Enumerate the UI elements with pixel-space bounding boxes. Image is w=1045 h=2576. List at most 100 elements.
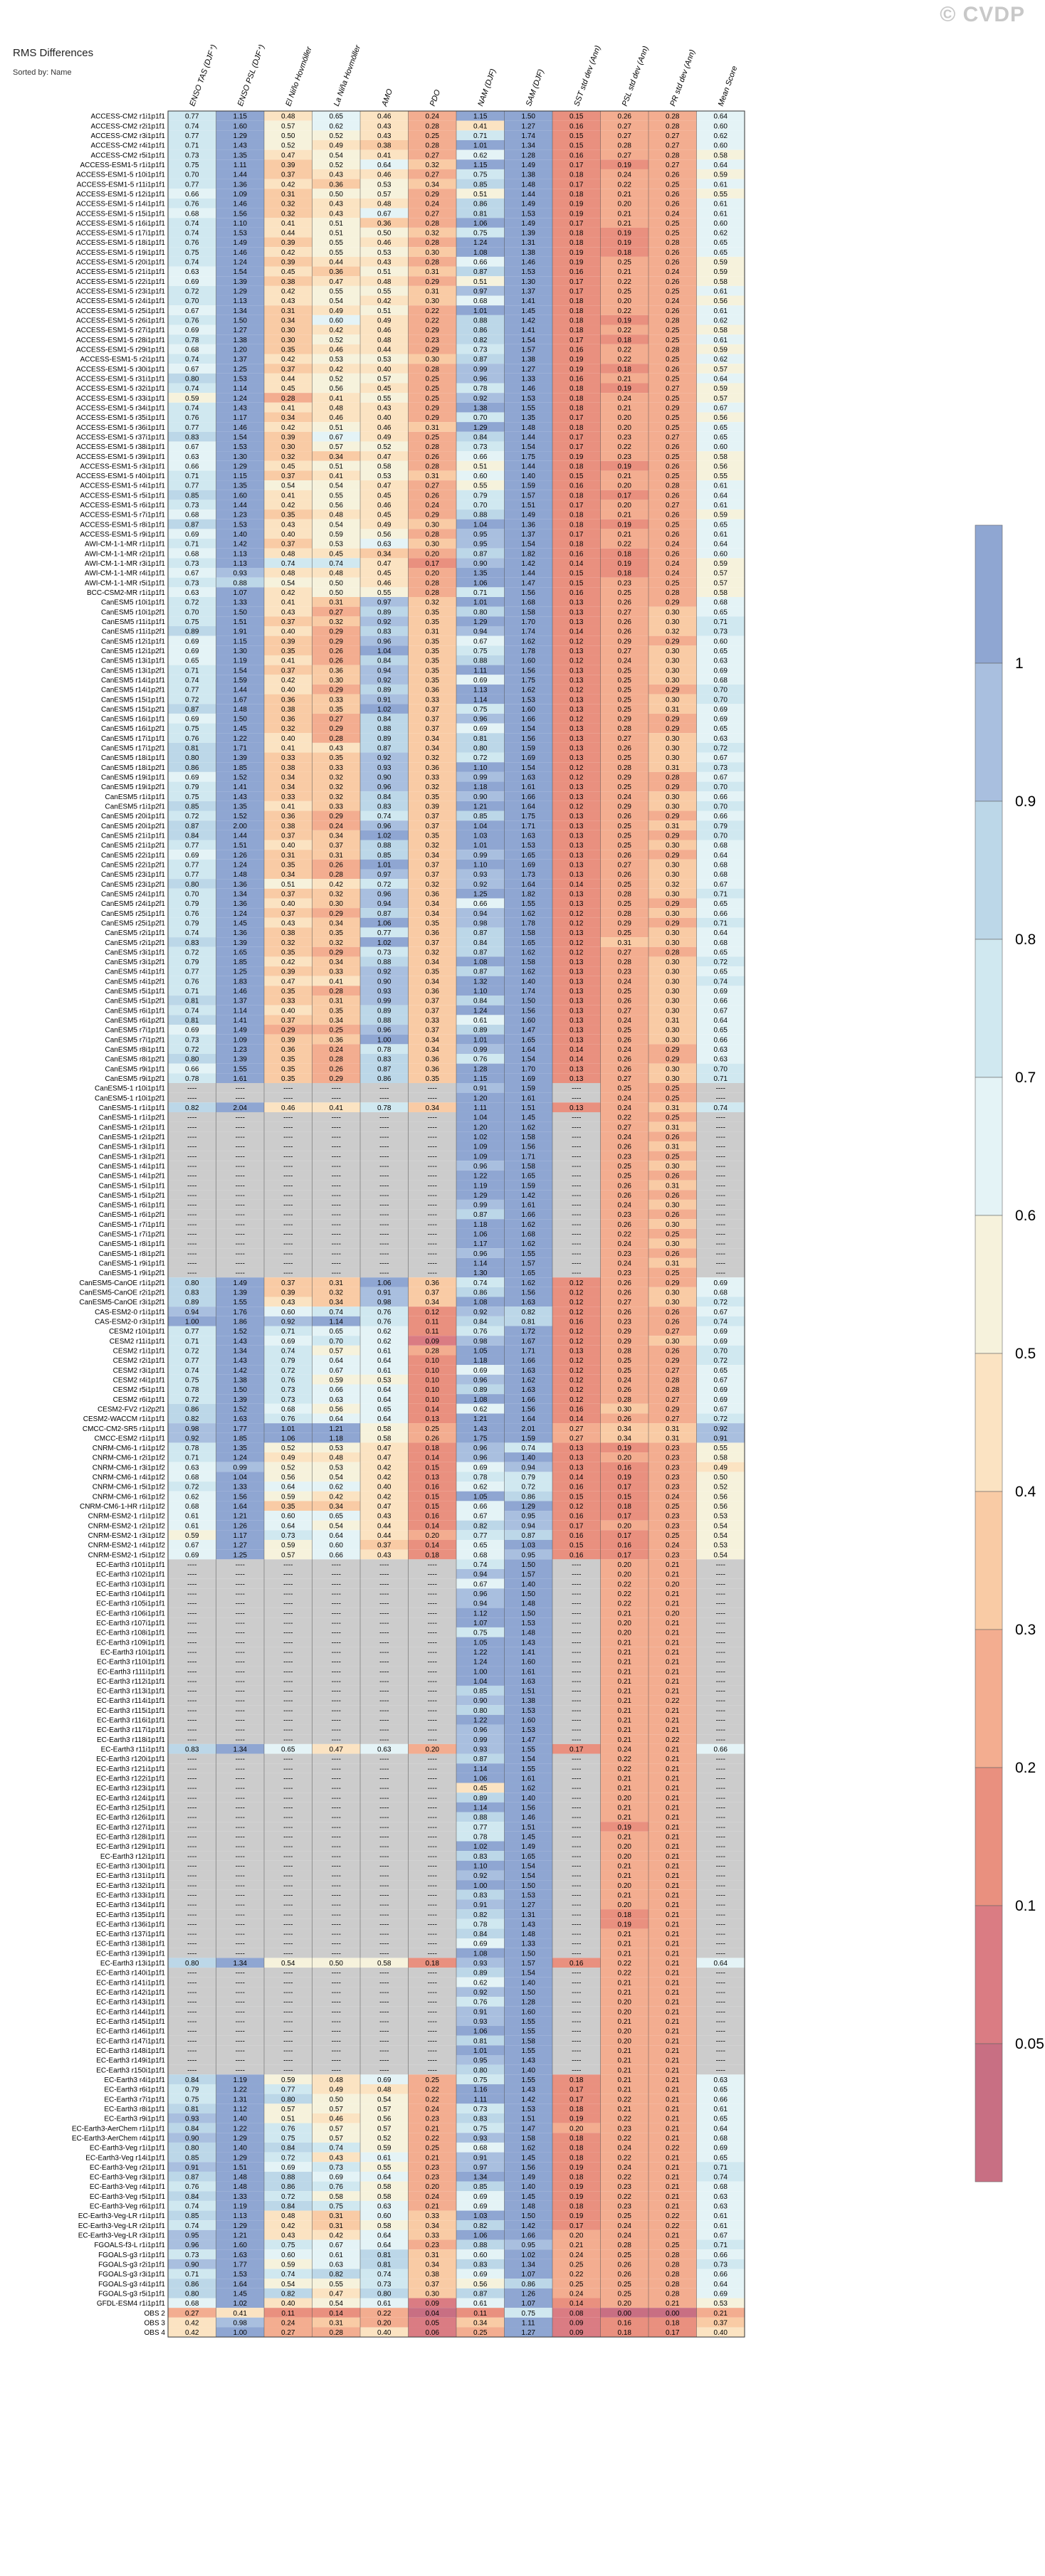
cell-value: 1.25	[233, 1551, 248, 1559]
cell-value: ----	[283, 1736, 293, 1744]
cell-value: 1.10	[233, 220, 248, 228]
heatmap-cell	[312, 149, 360, 160]
cell-value: 0.65	[714, 1367, 728, 1375]
cell-value: 1.18	[473, 783, 488, 791]
heatmap-cell	[696, 179, 745, 189]
row-label: CanESM5 r24i1p2f1	[101, 900, 165, 908]
cell-value: 0.23	[618, 453, 632, 461]
heatmap-cell	[456, 354, 505, 364]
cell-value: ----	[716, 1094, 725, 1102]
heatmap-cell	[600, 139, 648, 150]
cell-value: 0.69	[185, 327, 199, 334]
row-label: ACCESS-CM2 r2i1p1f1	[91, 122, 166, 130]
cell-value: 0.14	[426, 1455, 440, 1462]
cell-value: 0.30	[666, 871, 680, 879]
cell-value: 0.21	[618, 1707, 632, 1715]
cell-value: 1.50	[233, 608, 248, 616]
cell-value: ----	[236, 1610, 245, 1617]
cell-value: 0.30	[666, 988, 680, 996]
cell-value: 1.48	[522, 181, 536, 189]
row-label: ACCESS-ESM1-5 r29i1p1f1	[76, 346, 165, 354]
cell-value: ----	[716, 1182, 725, 1190]
cell-value: 0.69	[185, 774, 199, 782]
cell-value: 0.35	[281, 346, 295, 354]
cell-value: 0.27	[666, 132, 680, 140]
cell-value: 0.66	[714, 998, 728, 1005]
cell-value: ----	[283, 1843, 293, 1851]
cell-value: 0.23	[618, 1153, 632, 1161]
cell-value: 0.12	[569, 1289, 584, 1297]
cell-value: 0.54	[330, 297, 344, 305]
cell-value: 0.37	[281, 667, 295, 675]
cell-value: 0.35	[426, 677, 440, 685]
cell-value: ----	[236, 1124, 245, 1131]
cell-value: 1.58	[522, 929, 536, 937]
cell-value: 0.61	[714, 337, 728, 344]
cell-value: 1.60	[522, 1017, 536, 1025]
cell-value: 0.36	[330, 268, 344, 276]
cell-value: 0.74	[185, 220, 199, 228]
cell-value: 0.72	[185, 1396, 199, 1404]
heatmap-cell	[360, 247, 409, 257]
cell-value: 0.22	[618, 541, 632, 549]
cell-value: ----	[716, 1921, 725, 1928]
cell-value: 0.55	[714, 191, 728, 199]
cell-value: 0.18	[569, 395, 584, 403]
cell-value: 0.62	[714, 317, 728, 325]
cell-value: 0.52	[281, 1445, 295, 1452]
cell-value: 0.56	[330, 385, 344, 393]
cell-value: 1.65	[522, 1036, 536, 1044]
cell-value: 0.18	[618, 337, 632, 344]
cell-value: ----	[716, 1824, 725, 1832]
cell-value: ----	[428, 1561, 437, 1569]
cell-value: 1.13	[473, 687, 488, 695]
row-label: EC-Earth3 r138i1p1f1	[96, 1941, 165, 1948]
row-label: EC-Earth3 r116i1p1f1	[97, 1717, 165, 1725]
row-label: EC-Earth3 r13i1p1f1	[100, 1960, 166, 1968]
cell-value: 0.34	[618, 1425, 632, 1433]
cell-value: 0.29	[330, 687, 344, 695]
cell-value: 0.61	[714, 210, 728, 218]
cell-value: 0.17	[569, 220, 584, 228]
heatmap-cell	[552, 189, 601, 199]
heatmap-cell	[312, 159, 360, 169]
cell-value: 0.75	[473, 1630, 488, 1637]
cell-value: 0.74	[473, 1561, 488, 1569]
cell-value: 0.35	[426, 1075, 440, 1083]
cell-value: 0.12	[569, 1299, 584, 1307]
cell-value: 1.57	[522, 492, 536, 500]
cell-value: 0.85	[377, 852, 392, 860]
cell-value: 0.21	[666, 1882, 680, 1890]
cell-value: 0.37	[281, 366, 295, 374]
cell-value: 1.43	[473, 1425, 488, 1433]
cell-value: 1.04	[377, 648, 392, 655]
cell-value: 0.34	[426, 910, 440, 918]
cell-value: 0.38	[281, 929, 295, 937]
cell-value: 0.13	[569, 725, 584, 733]
column-header: El Niño Hovmöller	[284, 45, 314, 107]
cell-value: 1.56	[522, 1144, 536, 1151]
cell-value: 0.27	[618, 122, 632, 130]
cell-value: ----	[283, 1134, 293, 1141]
cell-value: 0.21	[618, 1862, 632, 1870]
heatmap-cell	[456, 344, 505, 354]
heatmap-cell	[168, 237, 216, 248]
cell-value: 0.92	[185, 1435, 199, 1442]
heatmap-cell	[168, 344, 216, 354]
cell-value: 0.26	[666, 1192, 680, 1200]
cell-value: 0.27	[426, 171, 440, 179]
cell-value: ----	[332, 1571, 341, 1579]
cell-value: 0.75	[185, 618, 199, 626]
cell-value: ----	[236, 1114, 245, 1122]
cell-value: 0.31	[666, 706, 680, 714]
cell-value: ----	[236, 1561, 245, 1569]
cell-value: ----	[236, 2037, 245, 2045]
cell-value: ----	[187, 1620, 196, 1627]
row-label: ACCESS-ESM1-5 r18i1p1f1	[76, 239, 165, 247]
heatmap-cell	[648, 120, 697, 131]
cell-value: 0.21	[618, 210, 632, 218]
cell-value: 1.08	[473, 1396, 488, 1404]
cell-value: 0.30	[666, 735, 680, 743]
cell-value: 0.19	[569, 453, 584, 461]
heatmap-cell	[648, 354, 697, 364]
